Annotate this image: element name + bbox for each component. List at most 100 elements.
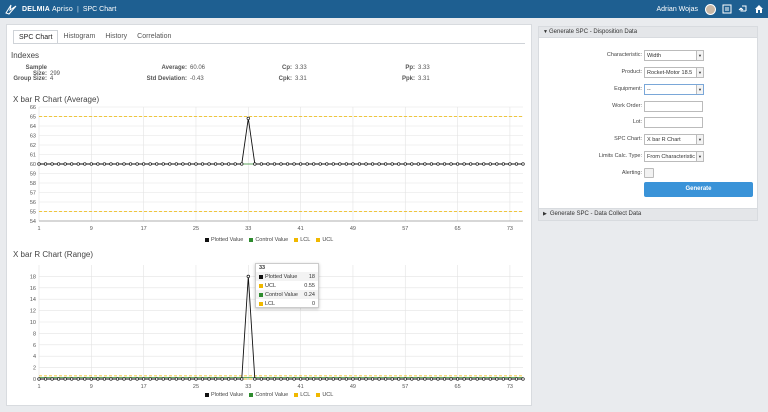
report-icon[interactable] xyxy=(721,4,732,15)
x-tick-label: 57 xyxy=(402,384,408,390)
legend-item[interactable]: UCL xyxy=(316,237,333,243)
chart-title-range: X bar R Chart (Range) xyxy=(13,250,94,259)
data-point xyxy=(298,162,303,166)
data-collect-header[interactable]: ▶ Generate SPC - Data Collect Data xyxy=(538,208,758,221)
limits-calc-type-select[interactable]: From Characteristic ▼ xyxy=(644,151,704,162)
legend-item[interactable]: Plotted Value xyxy=(205,392,243,398)
work-order-label: Work Order: xyxy=(612,103,642,109)
data-point xyxy=(285,162,290,166)
legend-item[interactable]: Control Value xyxy=(249,392,288,398)
data-point xyxy=(390,377,394,381)
x-tick-label: 17 xyxy=(141,384,147,390)
data-point xyxy=(442,377,447,381)
legend-item[interactable]: Control Value xyxy=(249,237,288,243)
x-tick-label: 9 xyxy=(90,384,93,390)
data-point xyxy=(83,162,87,166)
tab-spc-chart[interactable]: SPC Chart xyxy=(13,30,59,44)
tab-histogram[interactable]: Histogram xyxy=(63,33,96,40)
data-point xyxy=(455,162,460,166)
data-point xyxy=(89,162,93,166)
legend-item[interactable]: UCL xyxy=(316,392,333,398)
data-point xyxy=(488,377,492,381)
legend-item[interactable]: LCL xyxy=(294,237,310,243)
data-point xyxy=(416,162,421,166)
tooltip-row: Plotted Value 18 xyxy=(256,272,318,281)
data-point xyxy=(266,162,270,166)
x-tick-label: 17 xyxy=(141,226,147,232)
caret-down-icon: ▼ xyxy=(543,29,548,35)
x-tick-label: 33 xyxy=(245,384,251,390)
data-point xyxy=(96,162,100,166)
product-select[interactable]: Rocket-Motor 18.5 ▼ xyxy=(644,67,704,78)
data-point xyxy=(83,377,87,381)
data-point xyxy=(344,377,349,381)
stat-std-deviation: Std Deviation: -0.43 xyxy=(146,76,204,82)
data-point xyxy=(233,162,237,166)
y-tick-label: 6 xyxy=(33,343,36,349)
data-point xyxy=(305,377,309,381)
data-point xyxy=(331,162,335,166)
legend-label: Control Value xyxy=(255,237,289,243)
stat-group-size: Group Size: 4 xyxy=(13,76,54,82)
y-tick-label: 4 xyxy=(33,354,36,360)
indexes-title: Indexes xyxy=(11,51,40,60)
tab-correlation[interactable]: Correlation xyxy=(137,33,172,40)
generate-button[interactable]: Generate xyxy=(644,182,753,197)
chart-title-average: X bar R Chart (Average) xyxy=(13,95,100,104)
x-tick-label: 1 xyxy=(37,226,40,232)
chevron-down-icon[interactable]: ▼ xyxy=(696,85,703,94)
chevron-down-icon[interactable]: ▼ xyxy=(696,135,703,144)
legend-swatch xyxy=(249,393,254,397)
legend-item[interactable]: Plotted Value xyxy=(205,237,243,243)
user-name[interactable]: Adrian Wojas xyxy=(656,5,698,13)
data-point xyxy=(253,377,257,381)
data-point xyxy=(56,162,61,166)
equipment-select[interactable]: -- ▼ xyxy=(644,84,704,95)
data-point xyxy=(266,377,270,381)
data-point xyxy=(128,377,133,381)
tooltip-row: Control Value 0.24 xyxy=(256,290,318,299)
data-point xyxy=(364,377,368,381)
data-point xyxy=(122,162,126,166)
work-order-input[interactable] xyxy=(644,101,703,112)
y-tick-label: 0 xyxy=(33,377,36,383)
data-point xyxy=(272,377,277,381)
chevron-down-icon[interactable]: ▼ xyxy=(696,68,703,77)
data-point xyxy=(168,377,172,381)
disposition-header[interactable]: ▼Generate SPC - Disposition Data xyxy=(539,27,757,38)
data-point xyxy=(357,377,362,381)
x-tick-label: 73 xyxy=(507,384,513,390)
data-point xyxy=(246,116,250,121)
data-point xyxy=(436,162,440,166)
home-icon[interactable] xyxy=(753,4,764,15)
data-point xyxy=(37,377,41,381)
lot-input[interactable] xyxy=(644,117,703,128)
x-tick-label: 49 xyxy=(350,226,356,232)
spc-chart-select[interactable]: X bar R Chart ▼ xyxy=(644,134,704,145)
data-point xyxy=(161,162,165,166)
data-point xyxy=(410,377,414,381)
form-row-limits-calc-type: Limits Calc. Type: From Characteristic ▼ xyxy=(539,151,759,163)
tab-history[interactable]: History xyxy=(105,33,128,40)
product-label: Product: xyxy=(621,69,642,75)
legend-item[interactable]: LCL xyxy=(294,392,310,398)
avatar[interactable] xyxy=(705,3,716,15)
form-row-characteristic: Characteristic: Width ▼ xyxy=(539,50,759,62)
back-icon[interactable] xyxy=(737,4,748,15)
data-point xyxy=(207,162,211,166)
characteristic-select[interactable]: Width ▼ xyxy=(644,50,704,61)
chevron-down-icon[interactable]: ▼ xyxy=(696,51,703,60)
data-point xyxy=(63,162,67,166)
chevron-down-icon[interactable]: ▼ xyxy=(696,152,703,161)
brand-name: DELMIA Apriso xyxy=(22,5,73,13)
legend-label: Plotted Value xyxy=(211,392,244,398)
chart-tooltip: 33 Plotted Value 18 UCL 0.55 Control Value 0.… xyxy=(255,263,319,308)
alerting-checkbox[interactable] xyxy=(644,168,654,178)
data-point xyxy=(403,162,407,166)
data-point xyxy=(292,162,296,166)
x-tick-label: 25 xyxy=(193,226,199,232)
data-point xyxy=(318,162,322,166)
data-point xyxy=(338,162,342,166)
data-point xyxy=(155,377,159,381)
ds-logo-icon xyxy=(4,3,18,15)
